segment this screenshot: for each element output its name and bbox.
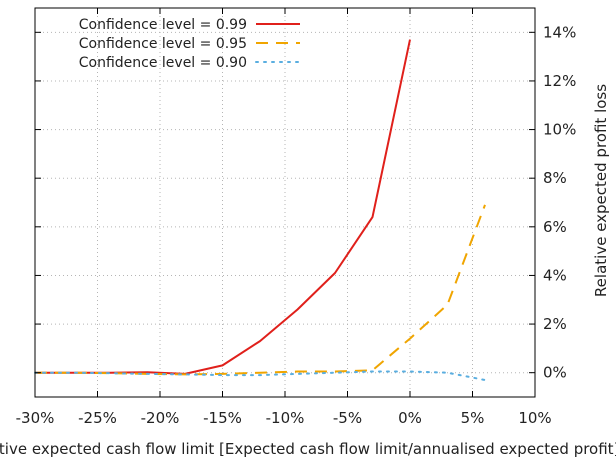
legend-label: Confidence level = 0.99 — [79, 17, 247, 33]
y-tick-label: 8% — [543, 169, 567, 187]
y-tick-label: 6% — [543, 218, 567, 236]
x-tick-label: 5% — [461, 409, 485, 427]
x-tick-label: -5% — [333, 409, 362, 427]
y-tick-label: 10% — [543, 121, 576, 139]
x-tick-label: 0% — [398, 409, 422, 427]
x-tick-label: -25% — [78, 409, 117, 427]
y-tick-label: 0% — [543, 364, 567, 382]
x-axis-title: Relative expected cash flow limit [Expec… — [0, 440, 616, 458]
x-tick-label: -15% — [203, 409, 242, 427]
y-tick-label: 12% — [543, 72, 576, 90]
grid — [35, 8, 535, 397]
x-tick-label: -20% — [141, 409, 180, 427]
series-line-2 — [35, 204, 486, 376]
axis-ticks: -30% -25% -20% -15% -10% -5% 0% 5% 10% 0% 2% 4% 6% 8%… — [16, 8, 576, 427]
legend-label: Confidence level = 0.95 — [79, 36, 247, 52]
x-tick-label: -10% — [266, 409, 305, 427]
series-lines — [34, 39, 486, 381]
y-tick-label: 14% — [543, 23, 576, 41]
y-tick-label: 4% — [543, 266, 567, 284]
legend: Confidence level = 0.99 Confidence level … — [79, 17, 301, 71]
x-tick-label: -30% — [16, 409, 55, 427]
series-line-3 — [34, 370, 486, 381]
x-tick-label: 10% — [518, 409, 551, 427]
y-axis-title: Relative expected profit loss — [592, 84, 610, 297]
y-tick-label: 2% — [543, 315, 567, 333]
legend-label: Confidence level = 0.90 — [79, 55, 247, 71]
